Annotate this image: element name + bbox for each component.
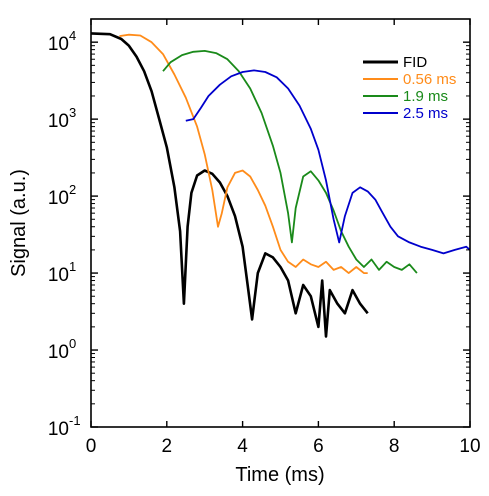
y-tick-label: 10 — [48, 419, 69, 440]
legend-label: 2.5 ms — [403, 105, 448, 122]
y-tick-exponent: 3 — [69, 105, 76, 120]
x-axis: 0 2 4 6 8 10 — [86, 19, 481, 457]
y-tick-exponent: -1 — [69, 413, 81, 428]
legend-label: 0.56 ms — [403, 71, 456, 88]
y-tick-label: 10 — [48, 188, 69, 209]
x-tick-label: 0 — [86, 436, 97, 457]
x-tick-label: 6 — [313, 436, 324, 457]
y-tick-label: 10 — [48, 342, 69, 363]
series-line-0 — [90, 32, 369, 338]
series-line-2 — [162, 50, 418, 274]
x-axis-title: Time (ms) — [235, 464, 324, 486]
y-tick-label: 10 — [48, 265, 69, 286]
x-tick-label: 10 — [459, 436, 480, 457]
x-tick-label: 4 — [237, 436, 248, 457]
legend-label: FID — [403, 54, 427, 71]
legend-label: 1.9 ms — [403, 88, 448, 105]
y-tick-label: 10 — [48, 111, 69, 132]
x-tick-label: 2 — [162, 436, 173, 457]
series-line-1 — [119, 33, 368, 274]
y-tick-exponent: 0 — [69, 336, 76, 351]
plot-frame — [90, 18, 471, 428]
y-tick-label: 10 — [48, 34, 69, 55]
x-tick-label: 8 — [389, 436, 400, 457]
series-line-3 — [185, 69, 471, 255]
y-axis-title: Signal (a.u.) — [8, 169, 30, 277]
y-tick-exponent: 1 — [69, 259, 76, 274]
y-tick-exponent: 4 — [69, 28, 76, 43]
y-tick-exponent: 2 — [69, 182, 76, 197]
plot-series — [90, 32, 471, 338]
